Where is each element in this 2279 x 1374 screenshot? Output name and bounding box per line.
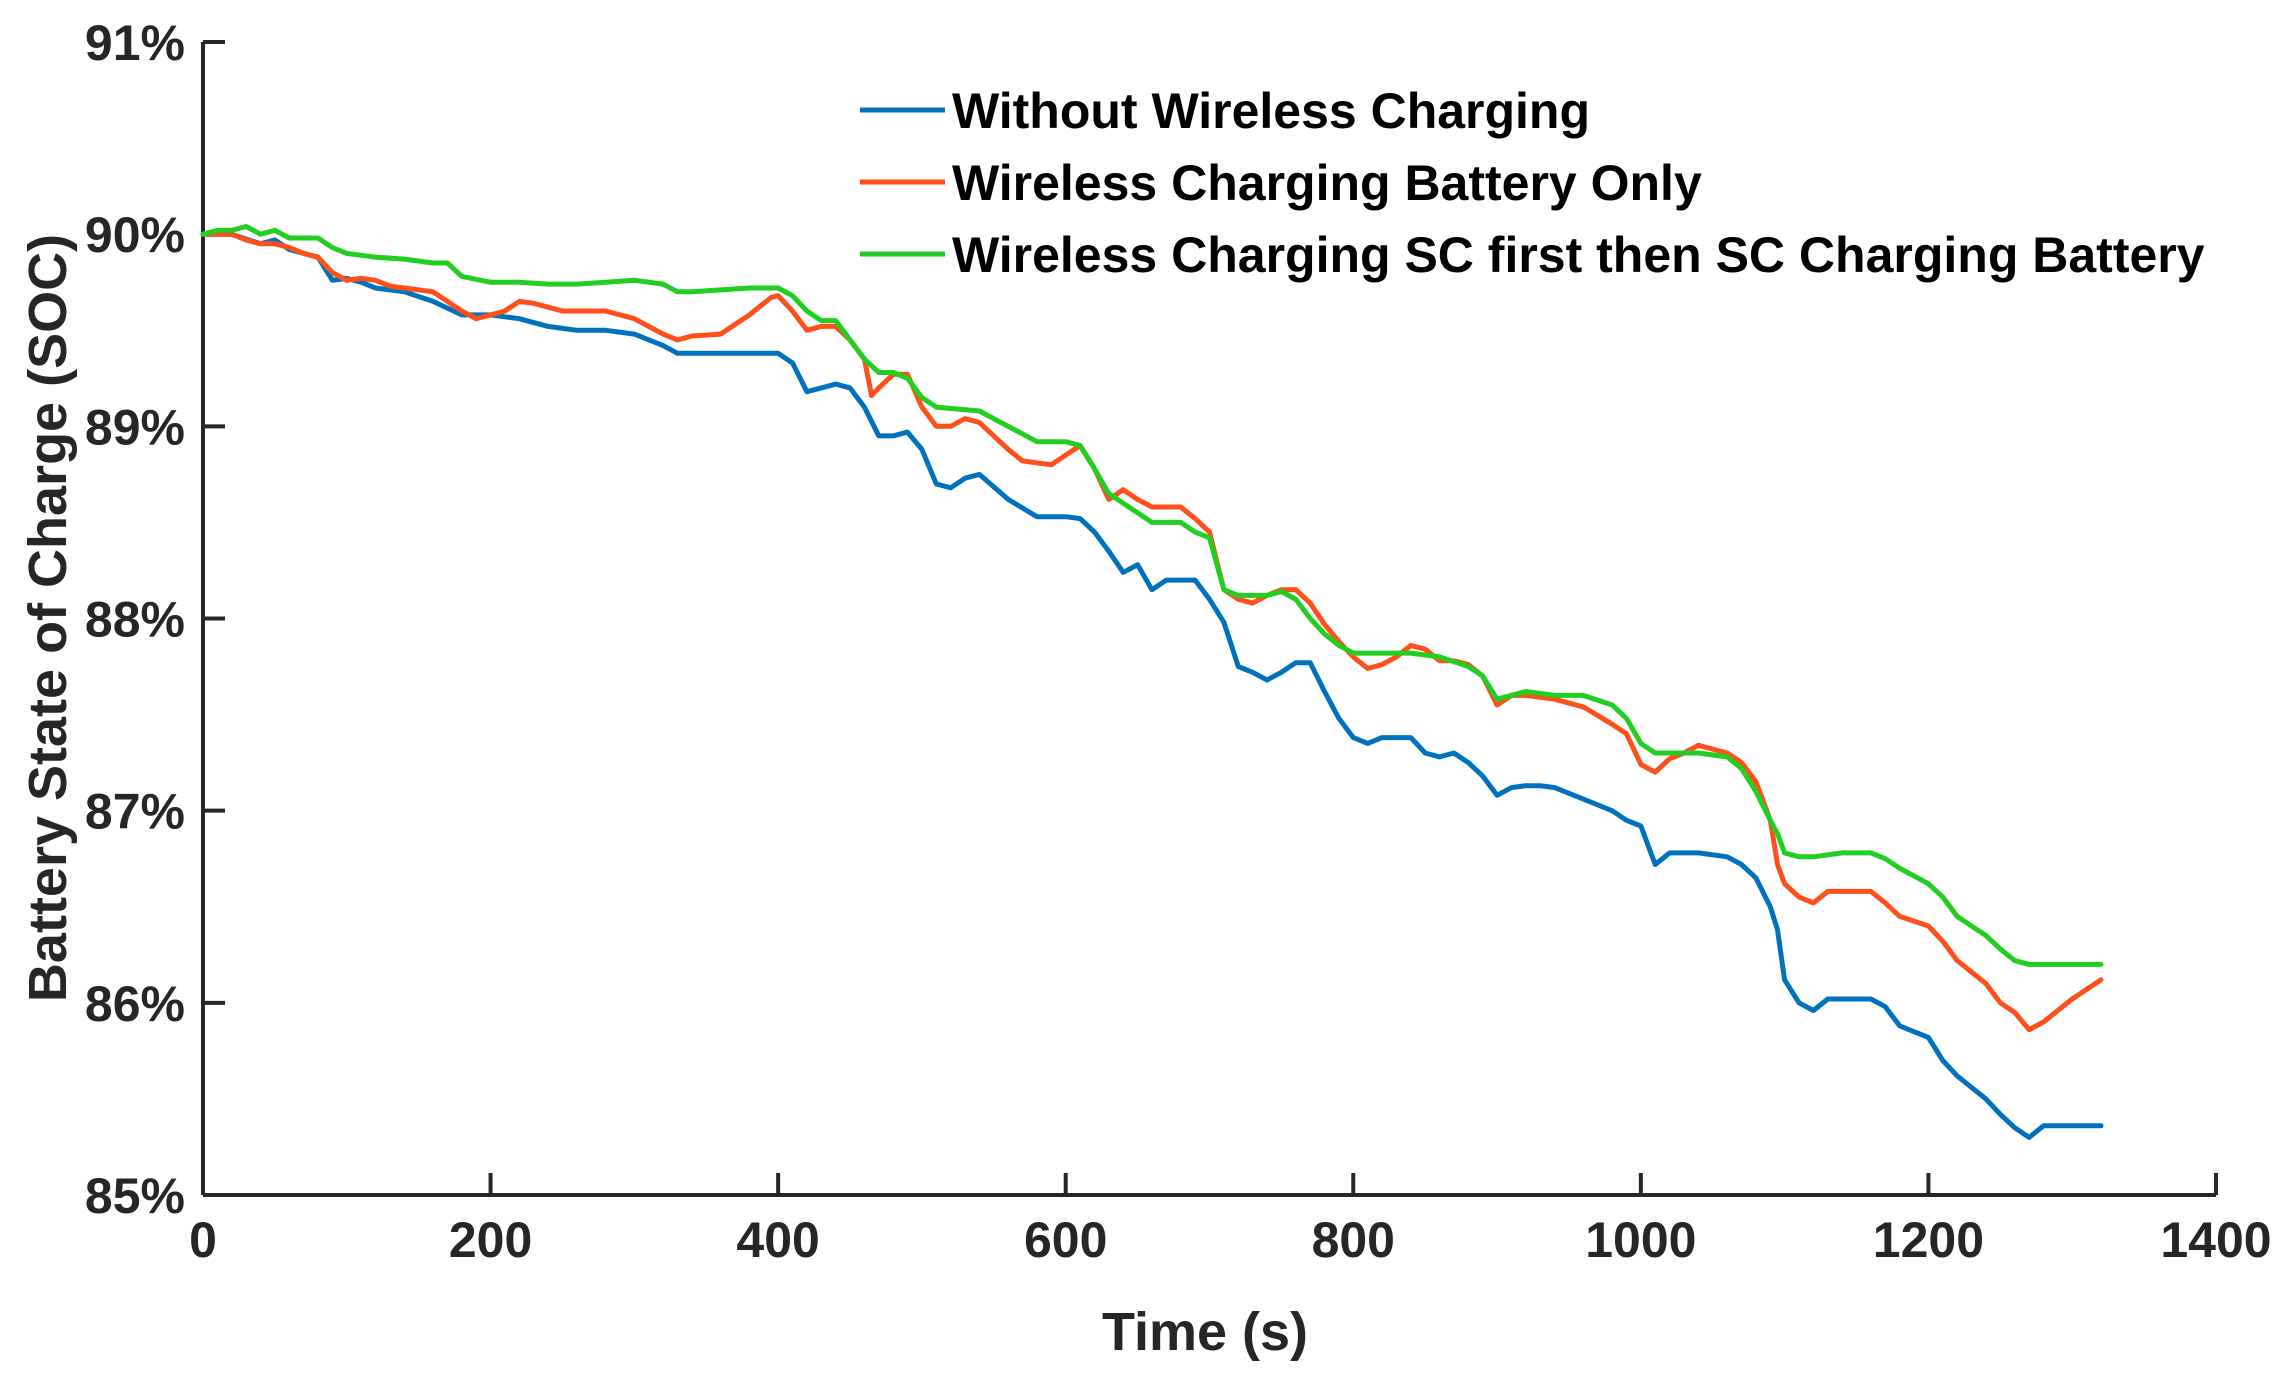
series-lines: [200, 224, 2104, 1140]
series-line-2: [200, 224, 2104, 967]
y-tick-label: 90%: [85, 207, 185, 263]
axes: 0 200 400 600 800 1000 1200 1400 85% 86% 87% 88% 89%…: [85, 15, 2272, 1268]
y-tick-label: 86%: [85, 976, 185, 1032]
x-tick-label: 1400: [2160, 1212, 2271, 1268]
y-tick-label: 87%: [85, 784, 185, 840]
y-tick-label: 85%: [85, 1168, 185, 1224]
legend-label-2: Wireless Charging SC first then SC Charg…: [952, 227, 2205, 283]
x-tick-label: 600: [1024, 1212, 1107, 1268]
x-tick-label: 400: [736, 1212, 819, 1268]
x-tick-label: 1000: [1585, 1212, 1696, 1268]
x-tick-label: 200: [449, 1212, 532, 1268]
y-axis-title: Battery State of Charge (SOC): [18, 234, 78, 1002]
x-axis-title: Time (s): [1102, 1302, 1308, 1362]
x-tick-label: 1200: [1873, 1212, 1984, 1268]
y-tick-label: 89%: [85, 399, 185, 455]
x-tick-label: 800: [1312, 1212, 1395, 1268]
y-tick-label: 91%: [85, 15, 185, 71]
x-tick-label: 0: [189, 1212, 217, 1268]
series-line-0: [200, 231, 2104, 1140]
legend-label-1: Wireless Charging Battery Only: [952, 155, 1702, 211]
legend-label-0: Without Wireless Charging: [952, 83, 1590, 139]
legend: Without Wireless Charging Wireless Charg…: [860, 83, 2205, 283]
series-line-1: [200, 231, 2104, 1033]
y-tick-label: 88%: [85, 592, 185, 648]
